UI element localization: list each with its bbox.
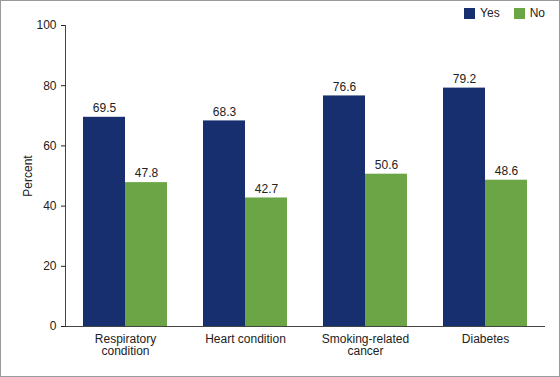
svg-text:Percent: Percent — [21, 155, 35, 197]
svg-text:48.6: 48.6 — [495, 164, 519, 178]
svg-text:100: 100 — [36, 18, 56, 32]
svg-text:Heart condition: Heart condition — [205, 332, 286, 346]
svg-text:68.3: 68.3 — [213, 105, 237, 119]
svg-text:0: 0 — [50, 319, 57, 333]
svg-text:76.6: 76.6 — [333, 80, 357, 94]
html-text:Yes: Yes — [480, 6, 500, 20]
svg-text:Respiratorycondition: Respiratorycondition — [95, 332, 156, 358]
svg-text:40: 40 — [43, 199, 57, 213]
svg-text:50.6: 50.6 — [375, 158, 399, 172]
svg-text:20: 20 — [43, 259, 57, 273]
svg-text:47.8: 47.8 — [135, 166, 159, 180]
svg-text:60: 60 — [43, 139, 57, 153]
svg-text:Smoking-relatedcancer: Smoking-relatedcancer — [322, 332, 409, 358]
svg-text:42.7: 42.7 — [255, 182, 279, 196]
html-text:No: No — [529, 6, 545, 20]
svg-text:Diabetes: Diabetes — [462, 332, 509, 346]
svg-text:69.5: 69.5 — [93, 101, 117, 115]
svg-text:80: 80 — [43, 79, 57, 93]
svg-text:79.2: 79.2 — [453, 72, 477, 86]
